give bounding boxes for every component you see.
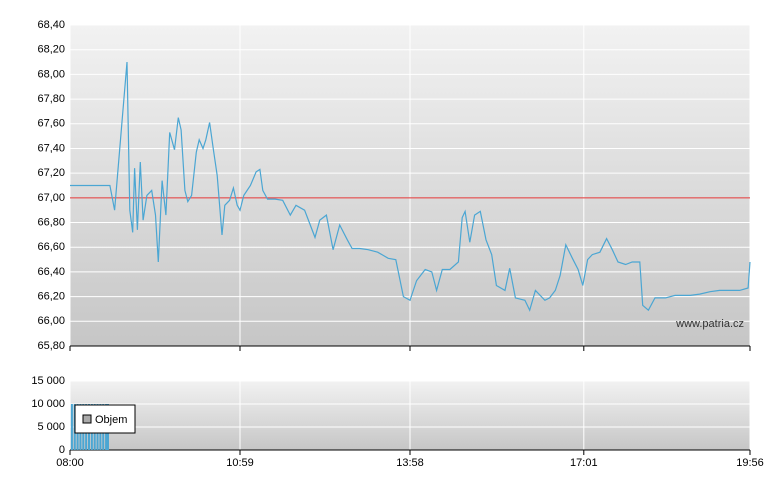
y-tick-label: 67,80 xyxy=(37,93,65,105)
y-tick-label: 68,40 xyxy=(37,19,65,31)
x-tick-label: 19:56 xyxy=(736,457,764,469)
y-tick-label: 66,00 xyxy=(37,315,65,327)
y-tick-label: 66,80 xyxy=(37,216,65,228)
y-tick-label: 65,80 xyxy=(37,340,65,352)
volume-bar xyxy=(70,404,73,450)
y-tick-label: 66,60 xyxy=(37,241,65,253)
x-tick-label: 10:59 xyxy=(226,457,254,469)
legend-label: Objem xyxy=(95,414,127,426)
x-tick-label: 17:01 xyxy=(570,457,598,469)
price-line xyxy=(70,61,751,312)
y-tick-label: 0 xyxy=(59,444,65,456)
y-tick-label: 67,00 xyxy=(37,192,65,204)
y-tick-label: 10 000 xyxy=(31,398,65,410)
y-tick-label: 68,00 xyxy=(37,68,65,80)
y-tick-label: 5 000 xyxy=(37,421,65,433)
watermark: www.patria.cz xyxy=(675,318,744,330)
x-tick-label: 08:00 xyxy=(56,457,84,469)
y-tick-label: 67,60 xyxy=(37,118,65,130)
y-tick-label: 68,20 xyxy=(37,44,65,56)
y-tick-label: 67,40 xyxy=(37,142,65,154)
y-tick-label: 66,20 xyxy=(37,291,65,303)
y-tick-label: 15 000 xyxy=(31,375,65,387)
y-tick-label: 67,20 xyxy=(37,167,65,179)
legend-swatch xyxy=(82,414,92,424)
x-tick-label: 13:58 xyxy=(396,457,424,469)
y-tick-label: 66,40 xyxy=(37,266,65,278)
